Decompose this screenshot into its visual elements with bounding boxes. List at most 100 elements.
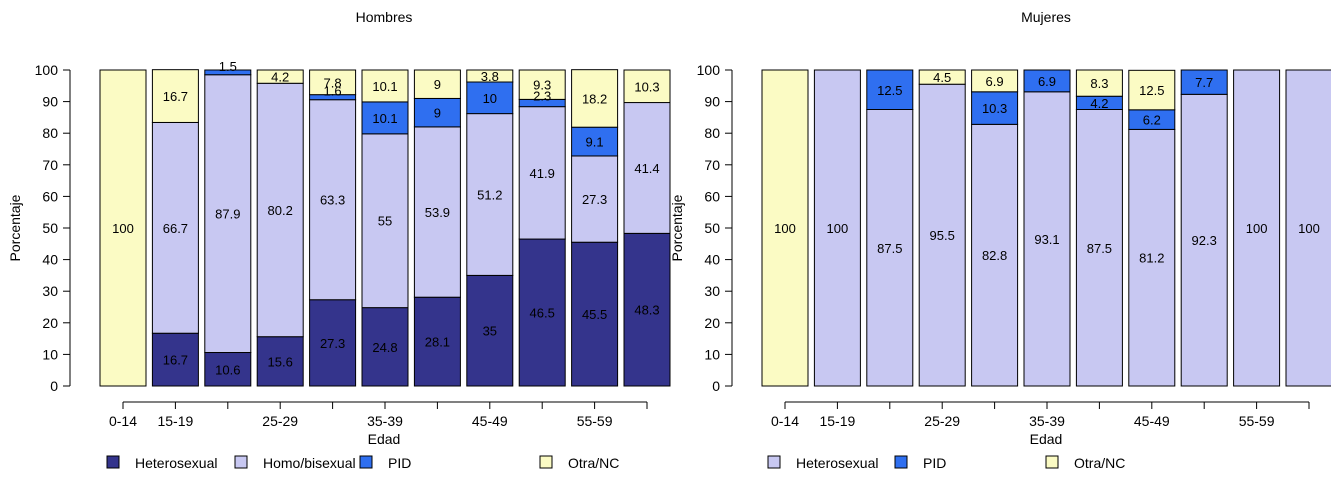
chart1-data-label: 45.5 — [582, 307, 607, 322]
chart2-legend-swatch — [894, 455, 908, 469]
chart1-data-label: 16.7 — [163, 89, 188, 104]
chart1-bar-homo-bisexual — [518, 106, 566, 240]
chart1-data-label: 51.2 — [477, 188, 502, 203]
chart2-bar-heterosexual — [1285, 69, 1331, 387]
chart2-x-tick-label: 35-39 — [1029, 413, 1065, 429]
chart2-data-label: 82.8 — [982, 248, 1007, 263]
chart1-bar-heterosexual — [204, 352, 252, 387]
chart1-y-tick-label: 10 — [42, 346, 58, 362]
chart2-bar-otra-nc — [1128, 69, 1176, 111]
chart1-data-label: 27.3 — [582, 192, 607, 207]
chart2-bar-heterosexual — [971, 123, 1019, 387]
chart1-data-label: 63.3 — [320, 193, 345, 208]
chart1-data-label: 10.3 — [634, 79, 659, 94]
chart2-data-label: 93.1 — [1034, 232, 1059, 247]
chart1-y-tick-label: 30 — [42, 283, 58, 299]
chart1-data-label: 15.6 — [268, 354, 293, 369]
chart1-data-label: 9 — [434, 106, 441, 121]
chart1-legend-swatch — [234, 455, 248, 469]
chart2-bar-pid — [1023, 69, 1071, 93]
chart1-data-label: 53.9 — [425, 205, 450, 220]
chart1-bar-otra-nc — [256, 69, 304, 84]
chart2-bar-otra-nc — [1075, 69, 1123, 97]
chart2-data-label: 92.3 — [1192, 233, 1217, 248]
chart2-data-label: 95.5 — [930, 228, 955, 243]
chart1-bar-otra-nc — [466, 69, 514, 83]
chart2-title: Mujeres — [1021, 9, 1071, 25]
chart2-x-tick-label: 45-49 — [1134, 413, 1170, 429]
chart2-legend-label: PID — [923, 455, 946, 471]
chart1-bar-otra-nc — [99, 69, 147, 387]
chart2-bar-pid — [866, 69, 914, 110]
chart2-y-axis-label: Porcentaje — [669, 194, 685, 261]
chart1-bar-pid — [413, 97, 461, 128]
chart2-data-label: 100 — [1246, 221, 1268, 236]
chart2-data-label: 12.5 — [1139, 83, 1164, 98]
chart2-data-label: 100 — [774, 221, 796, 236]
chart1-legend-swatch — [539, 455, 553, 469]
chart1-bar-pid — [204, 69, 252, 76]
chart2-bar-otra-nc — [918, 69, 966, 85]
chart1-data-label: 7.8 — [324, 75, 342, 90]
chart2-y-tick-label: 30 — [704, 283, 720, 299]
chart1-data-label: 80.2 — [268, 203, 293, 218]
chart1-y-tick-label: 0 — [50, 378, 58, 394]
chart2-bar-otra-nc — [971, 69, 1019, 93]
chart2-data-label: 12.5 — [877, 83, 902, 98]
chart1-x-tick-label: 0-14 — [109, 413, 137, 429]
chart2-y-tick-label: 40 — [704, 252, 720, 268]
chart2-data-label: 7.7 — [1195, 75, 1213, 90]
chart2-y-tick-label: 10 — [704, 346, 720, 362]
chart2-y-tick-label: 60 — [704, 188, 720, 204]
chart2-data-label: 4.2 — [1090, 96, 1108, 111]
chart1-bar-homo-bisexual — [204, 74, 252, 354]
chart1-legend-label: Homo/bisexual — [263, 455, 356, 471]
chart1-bar-otra-nc — [361, 69, 409, 103]
chart1-y-tick-label: 50 — [42, 220, 58, 236]
chart1-bar-homo-bisexual — [413, 126, 461, 298]
chart1-data-label: 4.2 — [271, 70, 289, 85]
chart1-y-tick-label: 60 — [42, 188, 58, 204]
chart1-data-label: 2.3 — [533, 88, 551, 103]
chart1-bar-heterosexual — [466, 274, 514, 387]
chart1-bar-homo-bisexual — [623, 102, 671, 234]
chart1-data-label: 46.5 — [530, 306, 555, 321]
chart2-x-axis-label: Edad — [1030, 431, 1063, 447]
chart1-data-label: 35 — [483, 324, 497, 339]
chart1-legend-label: Otra/NC — [568, 455, 619, 471]
chart1-data-label: 10.1 — [372, 111, 397, 126]
chart1-y-tick-label: 70 — [42, 157, 58, 173]
chart1-data-label: 10 — [483, 91, 497, 106]
chart1-bar-otra-nc — [309, 69, 357, 96]
chart1-data-label: 41.4 — [634, 161, 659, 176]
chart2-y-tick-label: 90 — [704, 94, 720, 110]
chart2-x-tick-label: 0-14 — [771, 413, 799, 429]
chart1-legend-label: Heterosexual — [135, 455, 218, 471]
chart2-data-label: 6.9 — [1038, 74, 1056, 89]
chart1-bar-otra-nc — [413, 69, 461, 99]
chart1-bar-heterosexual — [361, 307, 409, 387]
chart2-legend-label: Otra/NC — [1074, 455, 1125, 471]
chart2-bar-heterosexual — [866, 109, 914, 387]
chart1-data-label: 3.8 — [481, 69, 499, 84]
chart1-data-label: 48.3 — [634, 303, 659, 318]
chart2-data-label: 81.2 — [1139, 251, 1164, 266]
chart1-bar-otra-nc — [151, 69, 199, 123]
chart1-x-tick-label: 35-39 — [367, 413, 403, 429]
chart2-y-tick-label: 100 — [697, 62, 721, 78]
chart1-y-tick-label: 40 — [42, 252, 58, 268]
chart2-bar-pid — [971, 91, 1019, 125]
chart2-legend-label: Heterosexual — [796, 455, 879, 471]
chart1-data-label: 24.8 — [372, 340, 397, 355]
chart1-data-label: 10.6 — [215, 362, 240, 377]
chart2-bar-heterosexual — [1128, 128, 1176, 387]
chart1-data-label: 28.1 — [425, 335, 450, 350]
chart2-legend-swatch — [1045, 455, 1059, 469]
chart1-data-label: 16.7 — [163, 353, 188, 368]
chart2-data-label: 4.5 — [933, 70, 951, 85]
chart2-y-tick-label: 50 — [704, 220, 720, 236]
chart2-bar-heterosexual — [1075, 109, 1123, 387]
chart1-bar-heterosexual — [309, 299, 357, 387]
chart1-x-axis-label: Edad — [368, 431, 401, 447]
chart1-y-tick-label: 90 — [42, 94, 58, 110]
